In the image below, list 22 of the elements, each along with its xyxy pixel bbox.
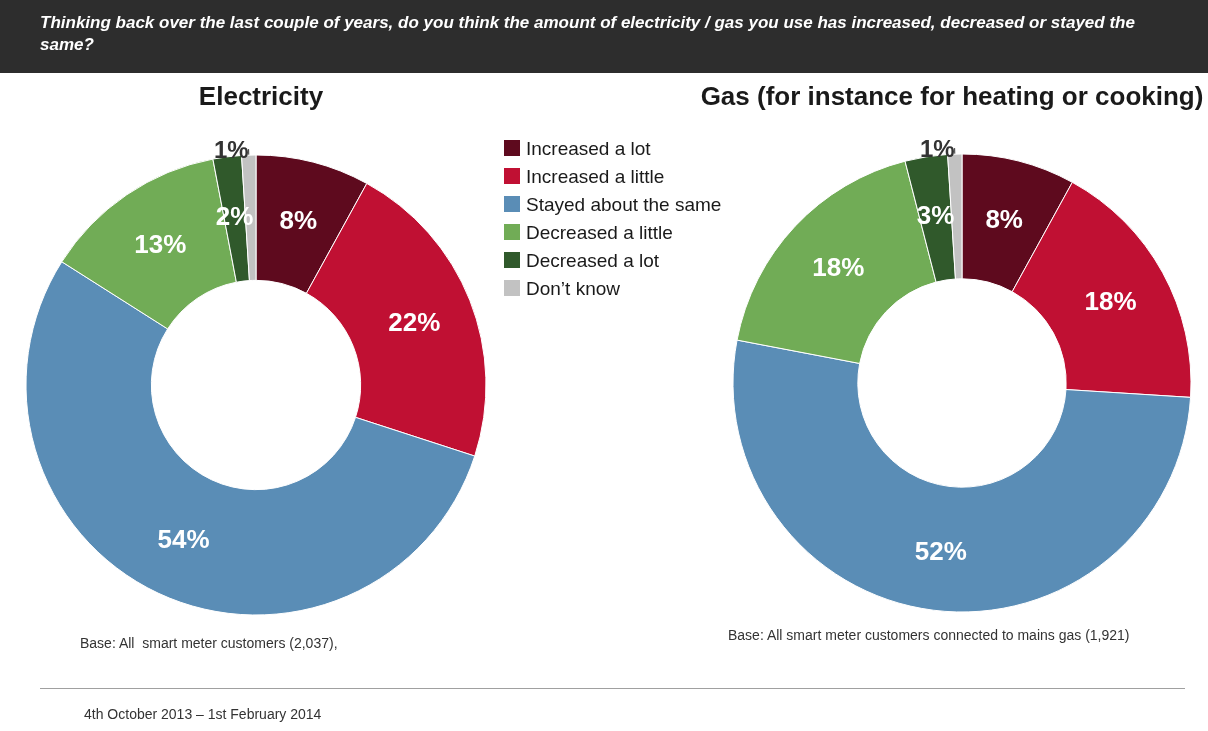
chart-title: Gas (for instance for heating or cooking): [700, 81, 1204, 111]
legend-label: Stayed about the same: [526, 193, 722, 215]
data-label: 18%: [1084, 286, 1137, 317]
data-label: 1%: [919, 134, 955, 162]
text: Base: All smart meter customers connected to mains gas (1,921): [728, 627, 1130, 643]
data-label: 1%: [213, 135, 249, 163]
legend-label: Decreased a little: [526, 221, 673, 243]
data-label: 13%: [134, 229, 187, 260]
text: Thinking back over the last couple of years, do you think the amount of electricity / gas you use has increased, decreased or stayed the same?: [0, 0, 1208, 73]
data-label: 8%: [985, 203, 1023, 234]
chart-title: Electricity: [198, 81, 324, 111]
text: Base: All smart meter customers (2,037),: [80, 635, 338, 651]
legend-label: Increased a lot: [526, 137, 652, 159]
data-label: 8%: [279, 205, 318, 236]
legend-label: Increased a little: [526, 165, 665, 187]
data-label: 18%: [812, 251, 865, 282]
text: 4th October 2013 – 1st February 2014: [84, 706, 322, 722]
data-label: 54%: [157, 524, 210, 555]
legend-label: Decreased a lot: [526, 249, 660, 271]
data-label: 22%: [388, 307, 441, 338]
legend-label: Don’t know: [526, 277, 621, 299]
data-label: 52%: [914, 536, 967, 567]
